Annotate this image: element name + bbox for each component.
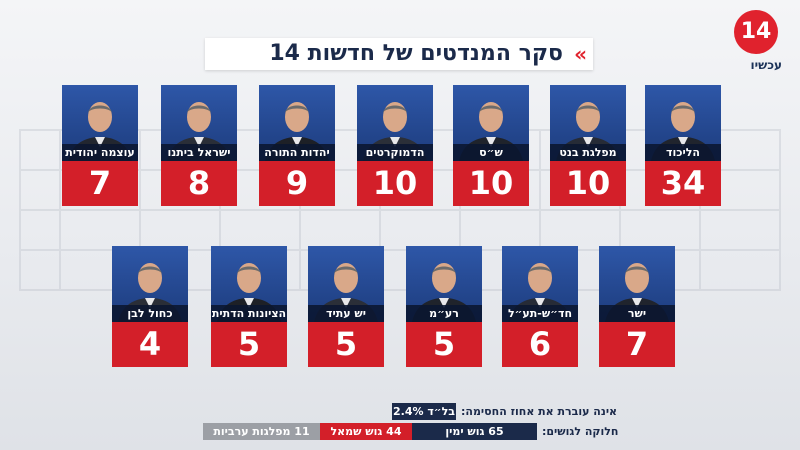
double-chevron-icon: « (574, 42, 587, 66)
seat-count: 10 (550, 161, 626, 206)
party-card: יהדות התורה 9 (259, 85, 335, 206)
party-photo: הציונות הדתית (211, 246, 287, 322)
party-card: ישראל ביתנו 8 (161, 85, 237, 206)
party-name: הדמוקרטים (357, 144, 433, 161)
bloc-left-box: 44 גוש שמאל (320, 423, 412, 440)
bloc-right-box: 65 גוש ימין (412, 423, 537, 440)
party-card: הליכוד 34 (645, 85, 721, 206)
party-name: יהדות התורה (259, 144, 335, 161)
party-photo: ש״ס (453, 85, 529, 161)
party-photo: יש עתיד (308, 246, 384, 322)
party-photo: רע״מ (406, 246, 482, 322)
page-title: סקר המנדטים של חדשות 14 (269, 41, 563, 66)
party-name: עוצמה יהודית (62, 144, 138, 161)
seat-count: 4 (112, 322, 188, 367)
threshold-party-box: בל״ד 2.4% (392, 403, 456, 420)
party-card: חד״ש-תע״ל 6 (502, 246, 578, 367)
party-photo: מפלגת בנט (550, 85, 626, 161)
logo-word: עכשיו (750, 58, 782, 72)
party-photo: ישר (599, 246, 675, 322)
party-name: ישר (599, 305, 675, 322)
party-name: ישראל ביתנו (161, 144, 237, 161)
seat-count: 8 (161, 161, 237, 206)
seat-count: 7 (599, 322, 675, 367)
party-name: חד״ש-תע״ל (502, 305, 578, 322)
party-card: הציונות הדתית 5 (211, 246, 287, 367)
party-photo: חד״ש-תע״ל (502, 246, 578, 322)
party-photo: הדמוקרטים (357, 85, 433, 161)
party-photo: הליכוד (645, 85, 721, 161)
threshold-label: אינה עוברת את אחוז החסימה: (461, 405, 618, 418)
party-card: מפלגת בנט 10 (550, 85, 626, 206)
party-card: עוצמה יהודית 7 (62, 85, 138, 206)
seat-count: 10 (357, 161, 433, 206)
party-photo: יהדות התורה (259, 85, 335, 161)
seat-count: 9 (259, 161, 335, 206)
blocs-label: חלוקה לגושים: (542, 425, 619, 438)
seat-count: 5 (211, 322, 287, 367)
party-card: הדמוקרטים 10 (357, 85, 433, 206)
bloc-arab-box: 11 מפלגות ערביות (203, 423, 320, 440)
channel-logo: 14 עכשיו (726, 10, 786, 76)
party-photo: כחול לבן (112, 246, 188, 322)
seat-count: 10 (453, 161, 529, 206)
logo-number: 14 (734, 10, 778, 54)
party-card: יש עתיד 5 (308, 246, 384, 367)
party-name: הציונות הדתית (211, 305, 287, 322)
party-name: ש״ס (453, 144, 529, 161)
party-name: מפלגת בנט (550, 144, 626, 161)
seat-count: 5 (406, 322, 482, 367)
seat-count: 6 (502, 322, 578, 367)
seat-count: 34 (645, 161, 721, 206)
party-name: הליכוד (645, 144, 721, 161)
party-card: כחול לבן 4 (112, 246, 188, 367)
party-card: ש״ס 10 (453, 85, 529, 206)
seat-count: 5 (308, 322, 384, 367)
party-name: יש עתיד (308, 305, 384, 322)
seat-count: 7 (62, 161, 138, 206)
party-name: רע״מ (406, 305, 482, 322)
party-card: רע״מ 5 (406, 246, 482, 367)
party-name: כחול לבן (112, 305, 188, 322)
party-photo: עוצמה יהודית (62, 85, 138, 161)
threshold-row: בל״ד 2.4% אינה עוברת את אחוז החסימה: (392, 403, 629, 420)
title-bar: סקר המנדטים של חדשות 14 « (205, 38, 593, 70)
party-card: ישר 7 (599, 246, 675, 367)
blocs-row: 11 מפלגות ערביות 44 גוש שמאל 65 גוש ימין… (203, 423, 623, 440)
party-photo: ישראל ביתנו (161, 85, 237, 161)
